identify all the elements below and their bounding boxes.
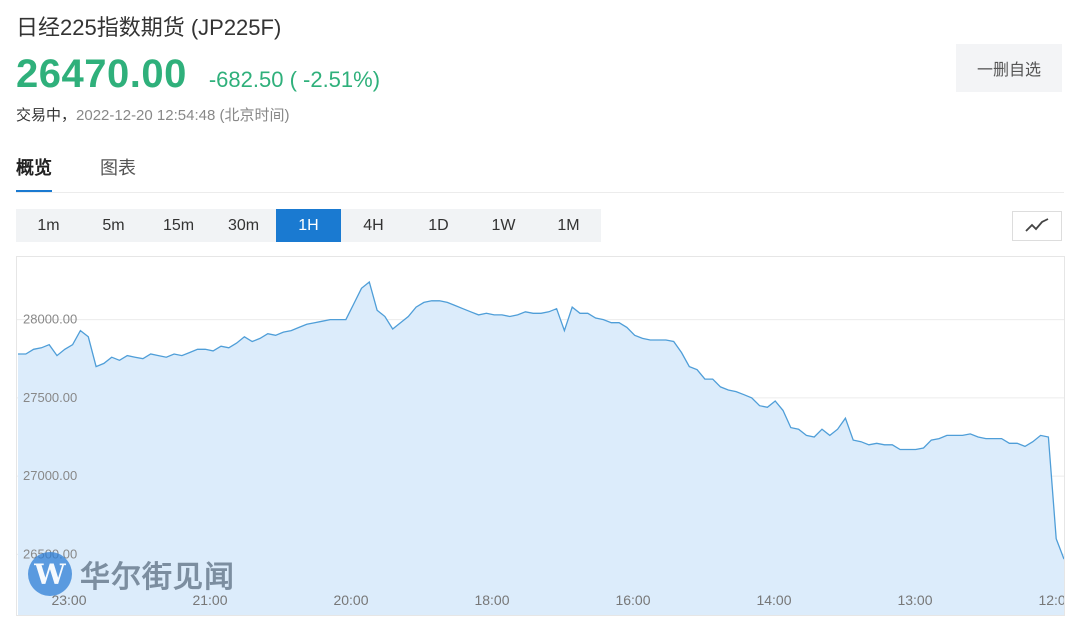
x-tick-label: 23:00 (51, 592, 86, 608)
period-1m[interactable]: 1m (37, 216, 60, 234)
chart-type-toggle[interactable] (1012, 211, 1062, 241)
period-selector: 1m 5m 15m 30m 1H 4H 1D 1W 1M (16, 209, 601, 242)
area-fill (18, 282, 1064, 615)
status-timestamp: 2022-12-20 12:54:48 (北京时间) (76, 107, 290, 124)
line-chart-icon (1025, 218, 1049, 232)
x-tick-label: 13:00 (897, 592, 932, 608)
x-tick-label: 16:00 (615, 592, 650, 608)
period-5m[interactable]: 5m (102, 216, 125, 234)
tab-bar: 概览 图表 (16, 154, 136, 193)
y-tick-label: 27500.00 (23, 390, 77, 405)
period-1w[interactable]: 1W (491, 216, 516, 234)
y-tick-label: 28000.00 (23, 312, 77, 327)
x-tick-label: 20:00 (333, 592, 368, 608)
period-1h[interactable]: 1H (276, 209, 341, 242)
x-axis-labels: 23:00 21:00 20:00 18:00 16:00 14:00 13:00 12:00 (51, 592, 1065, 608)
x-tick-label: 14:00 (756, 592, 791, 608)
price-chart[interactable]: 28000.00 27500.00 27000.00 26500.00 23:00 21… (16, 256, 1065, 616)
price-line (18, 280, 1064, 560)
period-30m[interactable]: 30m (227, 216, 260, 234)
x-tick-label: 18:00 (474, 592, 509, 608)
trading-status: 交易中，2022-12-20 12:54:48 (北京时间) (16, 104, 289, 125)
period-4h[interactable]: 4H (363, 216, 384, 234)
x-tick-label: 12:00 (1038, 592, 1065, 608)
area-chart-svg: 28000.00 27500.00 27000.00 26500.00 23:00 21… (17, 280, 1065, 615)
last-price: 26470.00 (16, 52, 187, 96)
y-tick-label: 27000.00 (23, 468, 77, 483)
period-1d[interactable]: 1D (428, 216, 449, 234)
tab-overview[interactable]: 概览 (16, 154, 52, 193)
status-label: 交易中， (16, 107, 77, 124)
tab-chart[interactable]: 图表 (100, 158, 136, 178)
page-title: 日经225指数期货 (JP225F) (16, 15, 282, 40)
remove-watchlist-button[interactable]: 一删自选 (956, 44, 1062, 92)
x-tick-label: 21:00 (192, 592, 227, 608)
y-tick-label: 26500.00 (23, 546, 77, 561)
tabs-divider (16, 192, 1064, 193)
period-1mo[interactable]: 1M (557, 216, 580, 234)
price-row: 26470.00 -682.50 ( -2.51%) (16, 52, 380, 97)
period-15m[interactable]: 15m (162, 216, 195, 234)
price-change: -682.50 ( -2.51%) (208, 67, 381, 92)
